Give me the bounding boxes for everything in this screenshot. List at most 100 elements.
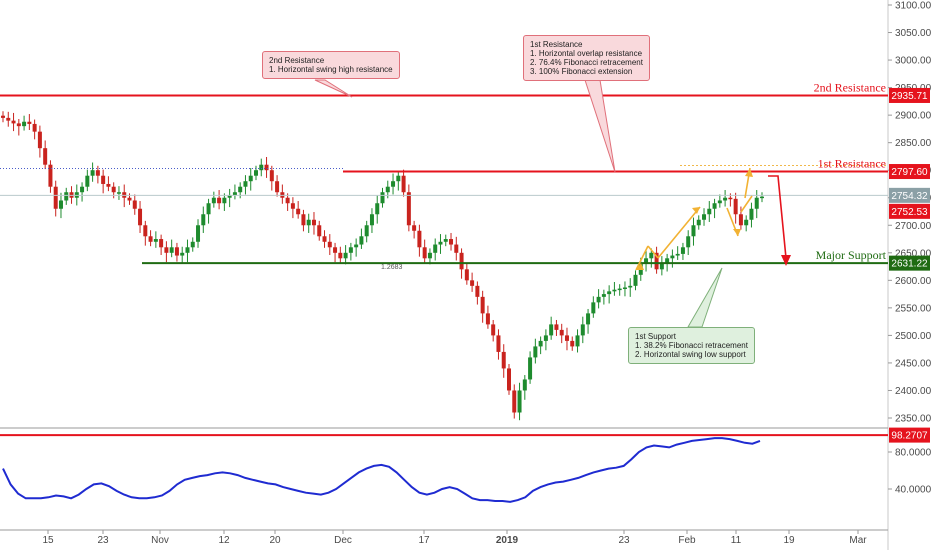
candle-body [153,239,158,242]
oscillator-value-tag-bg [889,427,930,443]
candle-body [459,252,464,270]
candle-body [564,335,569,341]
candle-body [269,170,274,182]
candle-body [174,247,179,256]
candle-body [485,313,490,325]
time-tick-label: Feb [678,535,696,546]
candle-body [254,170,258,176]
candle-body [227,194,232,198]
price-tick-label: 2400.00 [895,386,932,397]
candle-body [396,175,401,182]
projection-arrowhead [781,255,791,266]
oscillator-line [2,437,761,503]
time-tick-label: 15 [42,535,54,546]
second-resistance-note: 2nd Resistance 1. Horizontal swing high … [262,51,400,79]
candle-body [37,131,42,149]
candle-body [259,164,264,171]
candle-body [491,324,496,336]
candle-body [296,208,301,215]
candle-body [433,244,438,253]
candle-body [238,186,243,193]
fibonacci-pattern-arrow [740,195,753,213]
candle-body [206,203,211,215]
candle-body [116,192,121,194]
candle-body [385,186,390,193]
price-tick-label: 2650.00 [895,248,932,259]
price-tick-label: 3050.00 [895,28,932,39]
candle-body [190,241,195,248]
price-tick-label: 2700.00 [895,221,932,232]
candle-body [633,274,638,286]
candle-body [538,340,543,347]
price-tick-label: 2550.00 [895,303,932,314]
time-tick-label: 17 [418,535,430,546]
candle-body [406,192,411,226]
candle-body [733,198,738,215]
candle-body [248,175,253,182]
candle-body [443,239,448,242]
time-tick-label: 11 [731,535,742,546]
candle-body [427,252,432,259]
level-price-tag-bg [889,255,930,271]
candle-body [380,192,385,204]
first-support-note: 1st Support 1. 38.2% Fibonacci retraceme… [628,327,755,364]
candle-body [696,219,701,226]
candle-body [412,225,417,231]
candle-body [180,252,185,256]
current-price-tag: 2754.32 [891,191,928,202]
candle-body [327,241,332,248]
time-tick-label: 19 [783,535,795,546]
candle-body [95,170,100,176]
candle-body [554,324,559,330]
candle-body [454,244,459,253]
candle-body [159,239,164,248]
candle-body [264,164,269,171]
price-tick-label: 2600.00 [895,276,932,287]
fibonacci-pattern-arrow [635,245,649,271]
candle-body [333,247,338,253]
candle-body [301,214,306,226]
first-resistance-pointer [584,79,616,173]
candle-body [738,214,743,226]
candle-body [85,175,90,187]
candle-body [32,123,37,132]
pattern-arrowhead [636,263,644,270]
first-resistance-note: 1st Resistance 1. Horizontal overlap res… [523,35,650,81]
candle-body [417,230,422,248]
time-tick-label: 12 [218,535,230,546]
candle-body [53,186,58,209]
candle-body [343,252,348,259]
candle-body [438,241,443,245]
level-name-label: 2nd Resistance [814,80,886,94]
candle-body [496,335,501,352]
candle-body [622,287,627,289]
candle-body [654,252,659,270]
candle-body [543,335,548,341]
candle-body [702,214,707,220]
time-tick-label: Nov [151,535,169,546]
candle-body [691,225,696,237]
candle-body [533,346,538,358]
time-tick-label: Dec [334,535,352,546]
candle-body [617,288,622,291]
candle-body [570,340,575,347]
candle-body [512,390,517,413]
candle-body [11,120,16,124]
candle-body [607,291,612,295]
candle-body [591,302,596,314]
candle-body [449,239,454,245]
candle-body [559,329,564,336]
candle-body [275,181,280,193]
candle-body [422,247,427,259]
candle-body [22,121,27,127]
candle-body [306,219,311,226]
candle-body [517,390,522,413]
candle-body [580,324,585,336]
candle-body [322,236,327,242]
candle-body [354,244,359,248]
candle-body [470,280,475,286]
candle-body [111,186,116,193]
time-tick-label: 20 [269,535,281,546]
